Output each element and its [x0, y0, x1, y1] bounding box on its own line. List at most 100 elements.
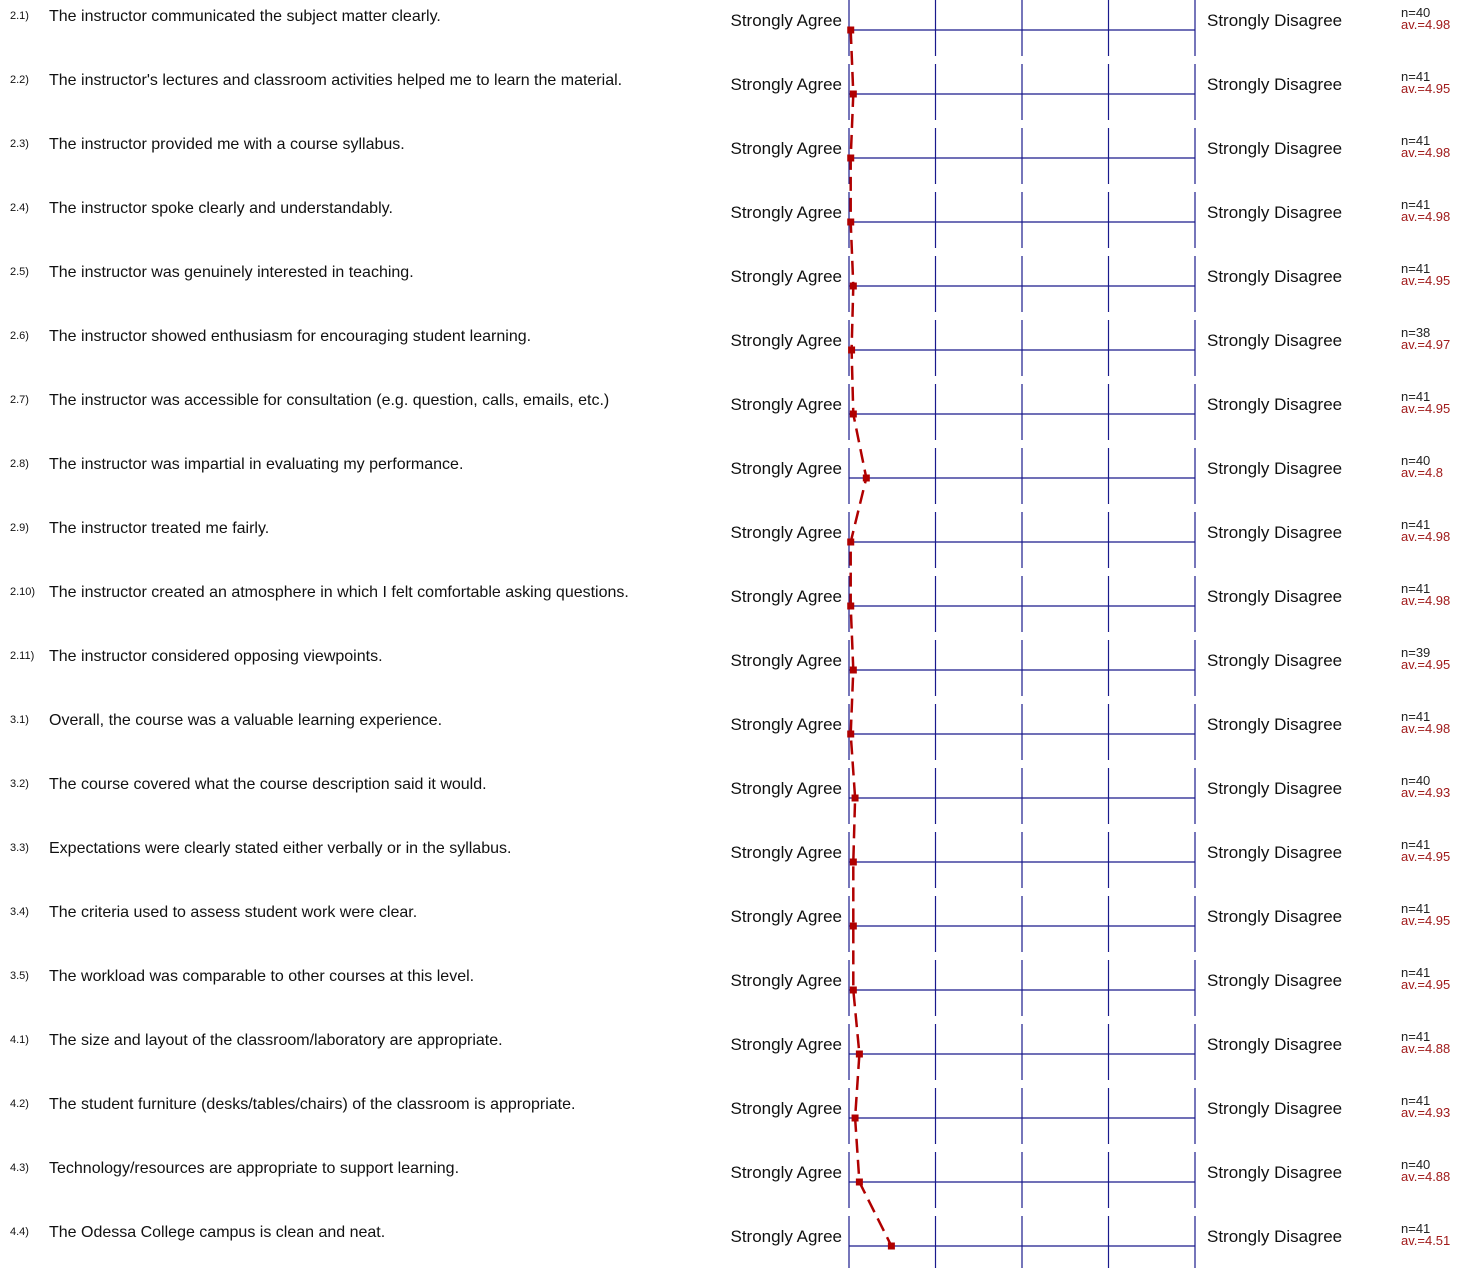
scale-right-label: Strongly Disagree	[1207, 1035, 1343, 1054]
scale-right-label: Strongly Disagree	[1207, 779, 1343, 798]
response-count: n=39	[1401, 645, 1431, 660]
question-text: The course covered what the course descr…	[49, 776, 487, 793]
average-value: av.=4.88	[1401, 1169, 1451, 1184]
response-count: n=40	[1401, 453, 1431, 468]
question-text: The instructor communicated the subject …	[49, 8, 441, 25]
scale-right-label: Strongly Disagree	[1207, 11, 1343, 30]
item-number: 2.7)	[10, 394, 29, 406]
scale-right-label: Strongly Disagree	[1207, 331, 1343, 350]
scale-left-label: Strongly Agree	[730, 1035, 842, 1054]
scale-left-label: Strongly Agree	[730, 459, 842, 478]
scale-right-label: Strongly Disagree	[1207, 75, 1343, 94]
average-marker	[847, 154, 855, 162]
scale-left-label: Strongly Agree	[730, 971, 842, 990]
question-text: The instructor was genuinely interested …	[49, 264, 414, 281]
response-count: n=41	[1401, 389, 1431, 404]
survey-item-row: 4.2) The student furniture (desks/tables/…	[0, 1093, 1479, 1160]
average-value: av.=4.98	[1401, 721, 1451, 736]
response-count: n=41	[1401, 581, 1431, 596]
scale-right-label: Strongly Disagree	[1207, 459, 1343, 478]
average-value: av.=4.95	[1401, 273, 1451, 288]
question-text: The size and layout of the classroom/lab…	[49, 1032, 503, 1049]
scale-right-label: Strongly Disagree	[1207, 843, 1343, 862]
item-number: 3.5)	[10, 970, 29, 982]
survey-item-row: 4.4) The Odessa College campus is clean a…	[0, 1222, 1479, 1288]
survey-item-row: 2.2) The instructor's lectures and classr…	[0, 70, 1479, 136]
average-marker	[847, 538, 855, 546]
average-value: av.=4.8	[1401, 465, 1444, 480]
response-count: n=41	[1401, 1029, 1431, 1044]
average-value: av.=4.98	[1401, 593, 1451, 608]
response-count: n=41	[1401, 1093, 1431, 1108]
scale-right-label: Strongly Disagree	[1207, 1227, 1343, 1246]
response-count: n=41	[1401, 901, 1431, 916]
average-value: av.=4.95	[1401, 401, 1451, 416]
average-value: av.=4.93	[1401, 785, 1451, 800]
average-marker	[851, 794, 859, 802]
question-text: The instructor's lectures and classroom …	[49, 72, 623, 89]
item-number: 3.3)	[10, 842, 29, 854]
average-value: av.=4.95	[1401, 81, 1451, 96]
response-count: n=41	[1401, 709, 1431, 724]
average-value: av.=4.98	[1401, 529, 1451, 544]
item-number: 2.10)	[10, 586, 36, 598]
scale-right-label: Strongly Disagree	[1207, 715, 1343, 734]
response-count: n=40	[1401, 1157, 1431, 1172]
scale-left-label: Strongly Agree	[730, 907, 842, 926]
average-marker	[851, 1114, 859, 1122]
scale-left-label: Strongly Agree	[730, 395, 842, 414]
average-value: av.=4.95	[1401, 913, 1451, 928]
item-number: 2.8)	[10, 458, 29, 470]
survey-item-row: 3.2) The course covered what the course d…	[0, 774, 1479, 840]
survey-item-row: 3.1) Overall, the course was a valuable l…	[0, 709, 1479, 776]
item-number: 2.9)	[10, 522, 29, 534]
average-value: av.=4.97	[1401, 337, 1451, 352]
scale-right-label: Strongly Disagree	[1207, 139, 1343, 158]
scale-left-label: Strongly Agree	[730, 843, 842, 862]
average-marker	[849, 282, 857, 290]
item-number: 2.3)	[10, 138, 29, 150]
survey-item-row: 2.7) The instructor was accessible for co…	[0, 389, 1479, 456]
survey-item-row: 2.1) The instructor communicated the subj…	[0, 6, 1479, 72]
survey-item-row: 2.11) The instructor considered opposing …	[0, 645, 1479, 712]
response-count: n=41	[1401, 837, 1431, 852]
average-marker	[849, 666, 857, 674]
question-text: The workload was comparable to other cou…	[49, 968, 475, 985]
average-marker	[855, 1050, 863, 1058]
average-value: av.=4.95	[1401, 977, 1451, 992]
question-text: The instructor treated me fairly.	[49, 520, 270, 537]
average-value: av.=4.95	[1401, 657, 1451, 672]
survey-item-row: 2.9) The instructor treated me fairly. Str…	[0, 517, 1479, 584]
item-number: 2.1)	[10, 10, 29, 22]
response-count: n=41	[1401, 197, 1431, 212]
scale-right-label: Strongly Disagree	[1207, 587, 1343, 606]
scale-left-label: Strongly Agree	[730, 651, 842, 670]
item-number: 3.2)	[10, 778, 29, 790]
average-value: av.=4.98	[1401, 17, 1451, 32]
question-text: The student furniture (desks/tables/chai…	[49, 1096, 576, 1113]
question-text: The instructor created an atmosphere in …	[49, 584, 629, 601]
response-count: n=41	[1401, 517, 1431, 532]
survey-item-row: 3.3) Expectations were clearly stated eit…	[0, 837, 1479, 904]
response-count: n=41	[1401, 261, 1431, 276]
scale-right-label: Strongly Disagree	[1207, 395, 1343, 414]
average-marker	[849, 90, 857, 98]
scale-right-label: Strongly Disagree	[1207, 267, 1343, 286]
question-text: The Odessa College campus is clean and n…	[49, 1224, 386, 1241]
question-text: The instructor considered opposing viewp…	[49, 648, 383, 665]
survey-item-row: 2.5) The instructor was genuinely interes…	[0, 261, 1479, 328]
scale-right-label: Strongly Disagree	[1207, 651, 1343, 670]
scale-left-label: Strongly Agree	[730, 139, 842, 158]
average-marker	[848, 346, 856, 354]
question-text: The instructor was accessible for consul…	[49, 392, 610, 409]
scale-left-label: Strongly Agree	[730, 75, 842, 94]
survey-item-row: 2.3) The instructor provided me with a co…	[0, 134, 1479, 200]
survey-item-row: 3.4) The criteria used to assess student …	[0, 901, 1479, 968]
scale-left-label: Strongly Agree	[730, 203, 842, 222]
scale-right-label: Strongly Disagree	[1207, 971, 1343, 990]
question-text: The criteria used to assess student work…	[49, 904, 418, 921]
item-number: 4.4)	[10, 1226, 29, 1238]
scale-right-label: Strongly Disagree	[1207, 523, 1343, 542]
item-number: 2.2)	[10, 74, 29, 86]
